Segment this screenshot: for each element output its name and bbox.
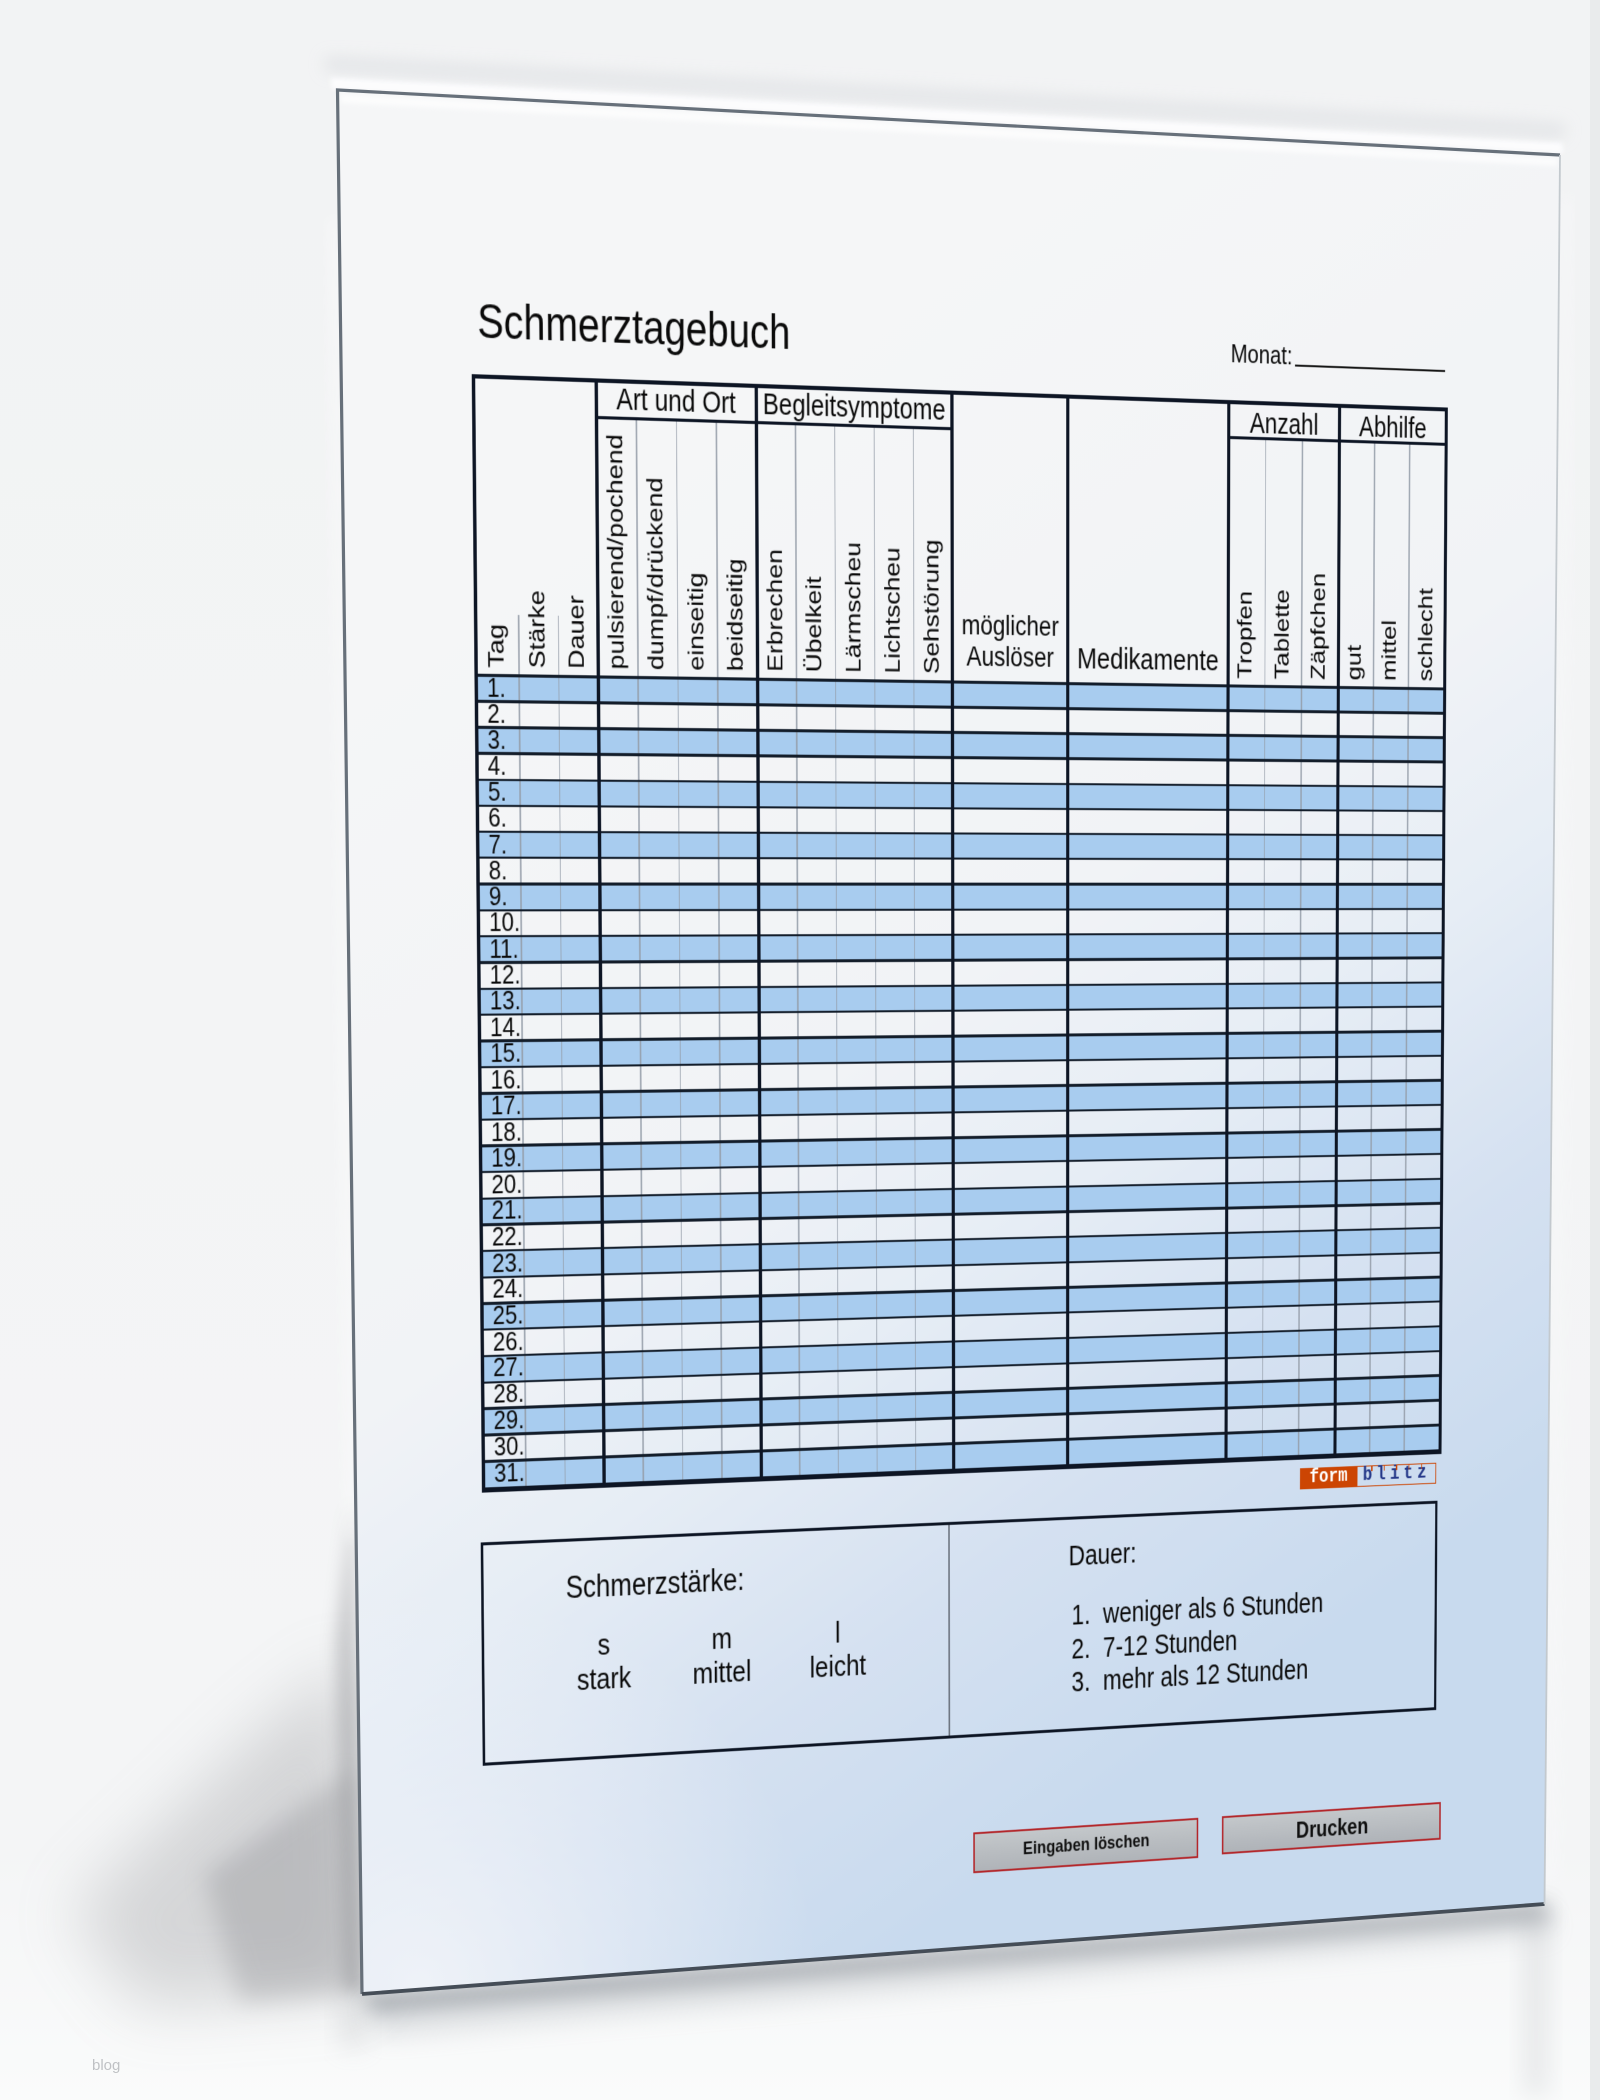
svg-text:blog: blog xyxy=(92,2057,120,2074)
